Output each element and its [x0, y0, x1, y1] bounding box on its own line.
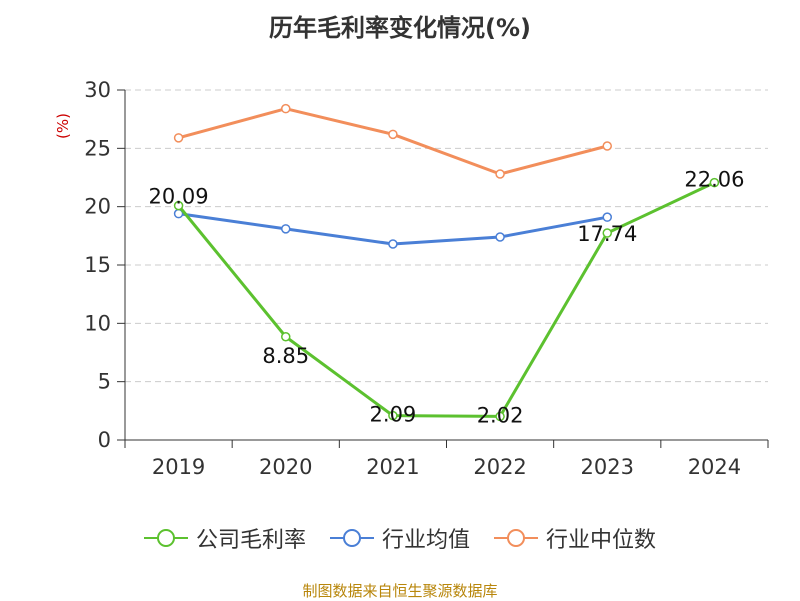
y-tick-label: 20 — [84, 195, 111, 219]
legend-marker — [342, 529, 361, 547]
data-point — [281, 224, 291, 234]
legend-marker — [156, 529, 175, 547]
data-point — [602, 228, 612, 238]
y-axis-label: (%) — [54, 113, 72, 139]
legend-label: 行业中位数 — [546, 528, 657, 553]
data-point — [495, 232, 505, 242]
y-tick-label: 30 — [84, 78, 111, 102]
legend-item-industry-mean[interactable]: 行业均值 — [329, 522, 470, 554]
data-point — [388, 239, 398, 249]
data-point — [602, 141, 612, 151]
legend-label: 公司毛利率 — [195, 528, 306, 553]
data-point — [281, 332, 291, 342]
data-point — [173, 133, 184, 143]
y-tick-label: 0 — [98, 428, 111, 452]
grid-lines — [125, 89, 768, 383]
x-tick-label: 2019 — [152, 455, 205, 479]
data-point — [388, 410, 398, 421]
y-tick-label: 15 — [84, 253, 111, 277]
x-tick-label: 2022 — [473, 455, 526, 479]
legend-line-marker-icon — [494, 529, 538, 547]
data-point — [173, 200, 184, 211]
data-label: 8.85 — [262, 344, 309, 368]
data-labels: 20.09 8.85 2.09 2.02 17.74 22.06 — [149, 168, 745, 428]
data-label: 20.09 — [149, 185, 209, 209]
legend-line-marker-icon — [329, 529, 374, 547]
data-point — [495, 411, 505, 422]
y-tick-label: 5 — [98, 370, 111, 394]
x-tick-label: 2023 — [581, 455, 634, 479]
source-note: 制图数据来自恒生聚源数据库 — [302, 582, 498, 600]
data-point — [388, 129, 398, 140]
x-tick-label: 2021 — [366, 455, 419, 479]
legend: 公司毛利率 行业均值 行业中位数 — [0, 520, 800, 556]
data-point — [709, 177, 720, 188]
data-point — [495, 169, 505, 179]
data-label: 22.06 — [684, 168, 744, 192]
chart-title: 历年毛利率变化情况(%) — [269, 14, 531, 42]
legend-item-company[interactable]: 公司毛利率 — [143, 522, 306, 554]
data-label: 2.09 — [370, 403, 417, 427]
series — [173, 103, 720, 422]
data-label: 2.02 — [477, 403, 524, 427]
y-tick-label: 25 — [84, 136, 111, 160]
legend-marker — [507, 529, 525, 547]
axes: 0 5 10 15 20 25 30 2019 2020 2021 2022 2023 2024 — [84, 78, 769, 479]
series-line — [178, 107, 608, 176]
data-point — [602, 212, 612, 222]
legend-label: 行业均值 — [381, 528, 470, 553]
y-tick-label: 10 — [84, 311, 111, 335]
data-point — [281, 103, 291, 114]
x-tick-label: 2024 — [688, 455, 741, 479]
legend-line-marker-icon — [143, 529, 188, 547]
legend-item-industry-median[interactable]: 行业中位数 — [494, 522, 656, 554]
x-tick-label: 2020 — [259, 455, 312, 479]
series-line — [177, 181, 716, 418]
data-label: 17.74 — [577, 222, 637, 246]
